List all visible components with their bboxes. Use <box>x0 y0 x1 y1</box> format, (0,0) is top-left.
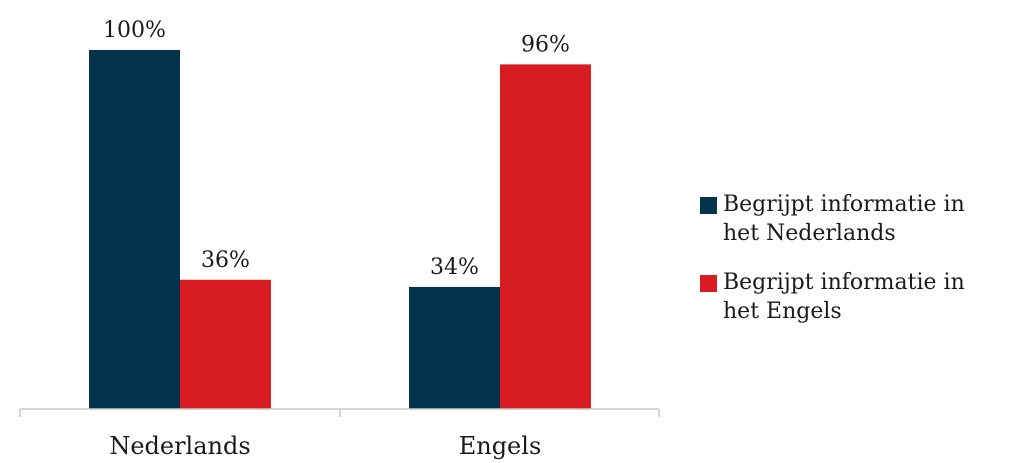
legend-swatch <box>700 275 717 292</box>
data-label: 34% <box>430 255 479 280</box>
bar-chart: 100% 34% 36% 96% Nederlands Engels <box>19 18 660 460</box>
data-label: 36% <box>201 248 250 273</box>
legend-item-nederlands: Begrijpt informatie in het Nederlands <box>700 190 1005 248</box>
category-label: Engels <box>459 432 542 460</box>
bar-nederlands-series-1 <box>89 50 180 409</box>
legend-swatch <box>700 197 717 214</box>
data-label: 100% <box>103 18 166 43</box>
bar-engels-series-1 <box>409 286 500 409</box>
data-label: 96% <box>521 32 570 57</box>
legend-label: Begrijpt informatie in het Nederlands <box>723 192 965 246</box>
legend-item-engels: Begrijpt informatie in het Engels <box>700 268 1005 326</box>
legend: Begrijpt informatie in het Nederlands Be… <box>700 190 1005 346</box>
value-labels-layer: 100% 34% 36% 96% <box>103 18 570 280</box>
bars-layer <box>89 50 591 410</box>
bar-engels-series-2 <box>500 64 591 410</box>
category-label: Nederlands <box>109 432 250 460</box>
bar-nederlands-series-2 <box>180 279 271 409</box>
legend-label: Begrijpt informatie in het Engels <box>723 270 965 324</box>
